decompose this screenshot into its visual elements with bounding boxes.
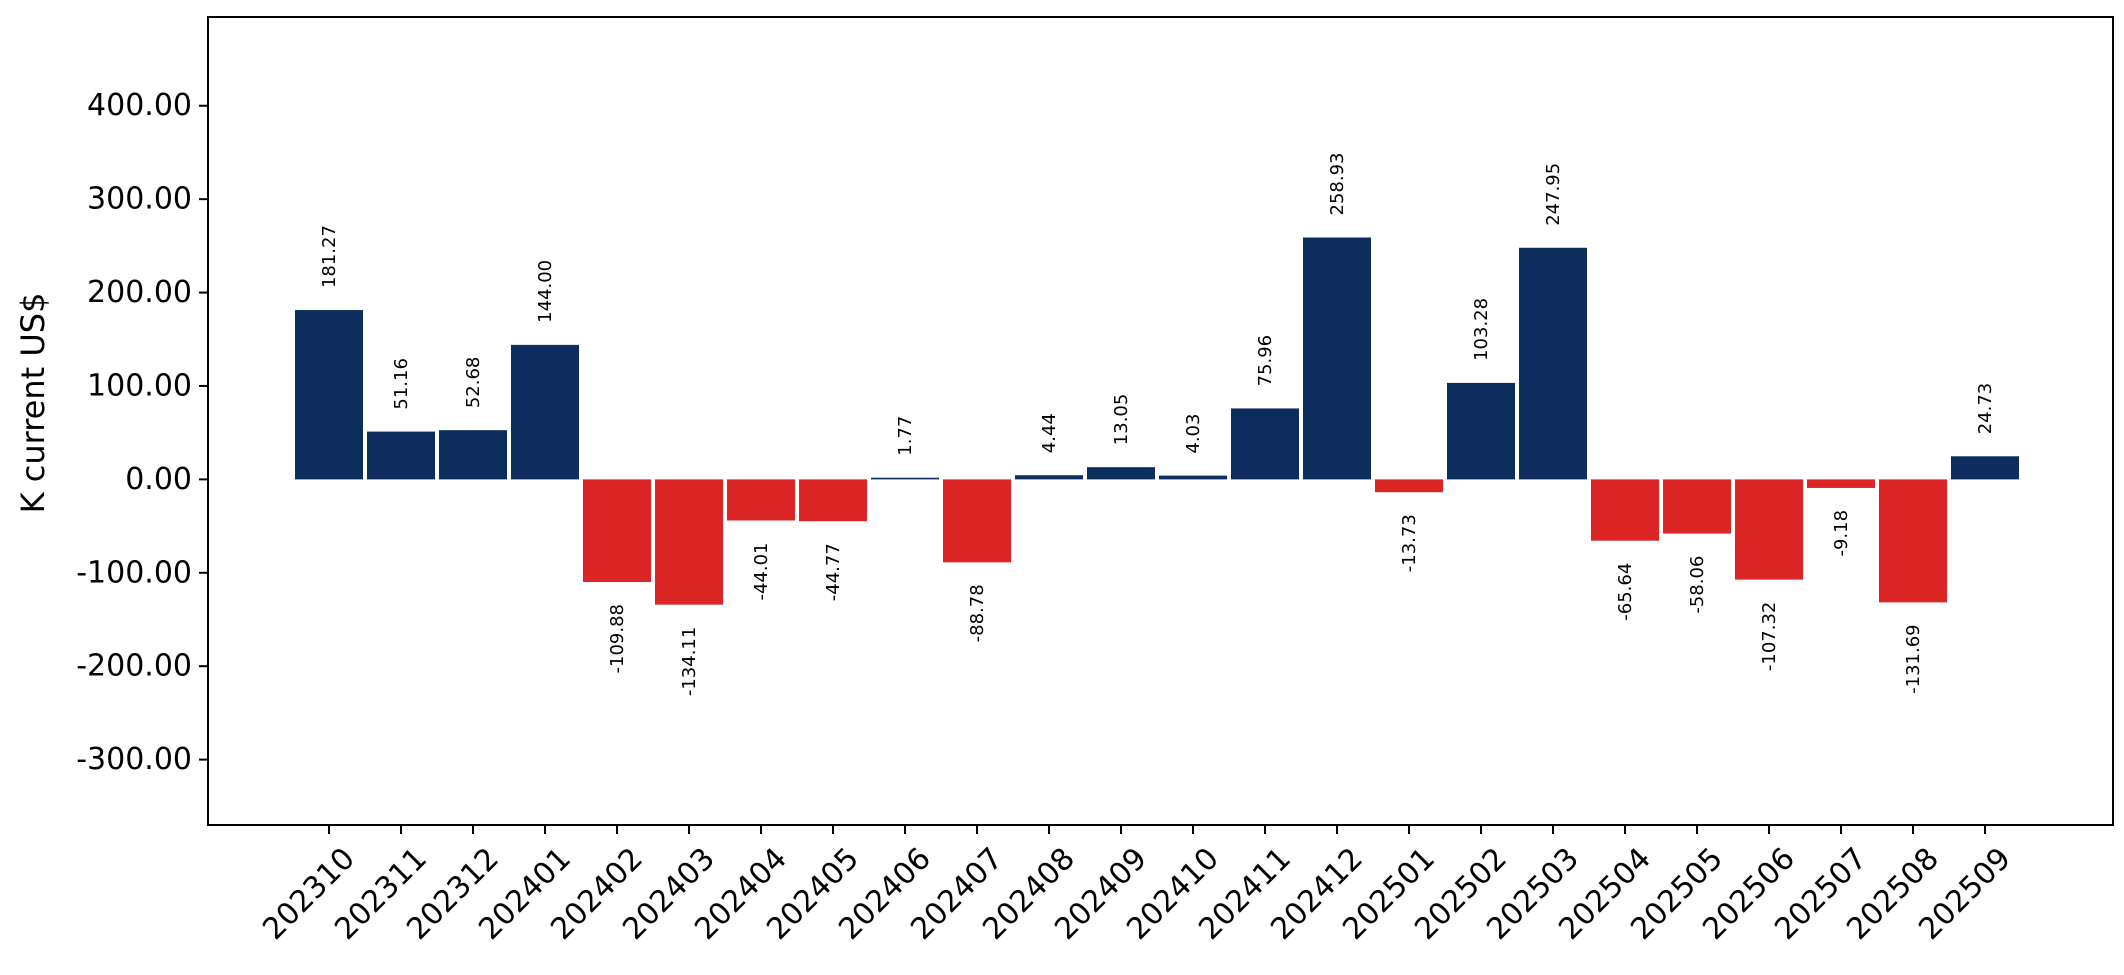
bar-202403 — [655, 479, 723, 605]
data-label-202401: 144.00 — [535, 260, 556, 323]
bar-202408 — [1015, 475, 1083, 480]
plot-frame — [207, 16, 2114, 826]
bar-202401 — [511, 344, 579, 480]
y-tick-label: 300.00 — [87, 182, 192, 217]
bar-202407 — [943, 479, 1011, 563]
data-label-202403: -134.11 — [679, 627, 700, 696]
data-label-202411: 75.96 — [1255, 335, 1276, 387]
y-axis: -300.00 -200.00 -100.00 0.00 100.00 200.00 300… — [76, 88, 208, 777]
bar-202412 — [1303, 237, 1371, 480]
data-label-202410: 4.03 — [1183, 414, 1204, 454]
data-label-202412: 258.93 — [1327, 153, 1348, 216]
bars-group — [295, 237, 2019, 605]
data-label-202507: -9.18 — [1831, 510, 1852, 557]
data-labels-group: 181.27 51.16 52.68 144.00 -109.88 -134.11 -44.… — [319, 153, 1996, 697]
data-label-202509: 24.73 — [1975, 383, 1996, 435]
data-label-202311: 51.16 — [391, 358, 412, 410]
data-label-202503: 247.95 — [1543, 163, 1564, 226]
bar-202311 — [367, 431, 435, 480]
bar-202312 — [439, 430, 507, 480]
data-label-202406: 1.77 — [895, 416, 916, 456]
bar-202405 — [799, 479, 867, 522]
y-tick-label: 100.00 — [87, 368, 192, 403]
data-label-202508: -131.69 — [1903, 624, 1924, 693]
bar-202505 — [1663, 479, 1731, 534]
y-axis-title: K current US$ — [14, 293, 52, 514]
data-label-202409: 13.05 — [1111, 394, 1132, 446]
data-label-202506: -107.32 — [1759, 602, 1780, 671]
bar-202508 — [1879, 479, 1947, 603]
bar-202504 — [1591, 479, 1659, 541]
data-label-202504: -65.64 — [1615, 563, 1636, 621]
bar-202402 — [583, 479, 651, 583]
data-label-202405: -44.77 — [823, 543, 844, 601]
bar-202509 — [1951, 456, 2019, 480]
data-label-202502: 103.28 — [1471, 298, 1492, 361]
data-label-202312: 52.68 — [463, 357, 484, 409]
bar-202501 — [1375, 479, 1443, 493]
y-tick-label: 400.00 — [87, 88, 192, 123]
bar-202410 — [1159, 475, 1227, 480]
y-tick-label: -100.00 — [76, 555, 192, 590]
y-tick-label: 200.00 — [87, 275, 192, 310]
data-label-202505: -58.06 — [1687, 556, 1708, 614]
data-label-202407: -88.78 — [967, 584, 988, 642]
data-label-202501: -13.73 — [1399, 514, 1420, 572]
y-tick-label: -200.00 — [76, 649, 192, 684]
y-tick-label: 0.00 — [125, 462, 192, 497]
data-label-202310: 181.27 — [319, 225, 340, 288]
bar-202506 — [1735, 479, 1803, 580]
data-label-202408: 4.44 — [1039, 413, 1060, 453]
bar-202310 — [295, 310, 363, 480]
bar-202404 — [727, 479, 795, 521]
bar-202502 — [1447, 382, 1515, 480]
data-label-202404: -44.01 — [751, 542, 772, 600]
bar-202411 — [1231, 408, 1299, 480]
bar-202507 — [1807, 479, 1875, 488]
bar-202409 — [1087, 467, 1155, 480]
bar-202503 — [1519, 247, 1587, 480]
y-tick-label: -300.00 — [76, 742, 192, 777]
bar-202406 — [871, 477, 939, 480]
data-label-202402: -109.88 — [607, 604, 628, 673]
x-axis: 2023102023112023122024012024022024032024… — [256, 825, 2018, 947]
